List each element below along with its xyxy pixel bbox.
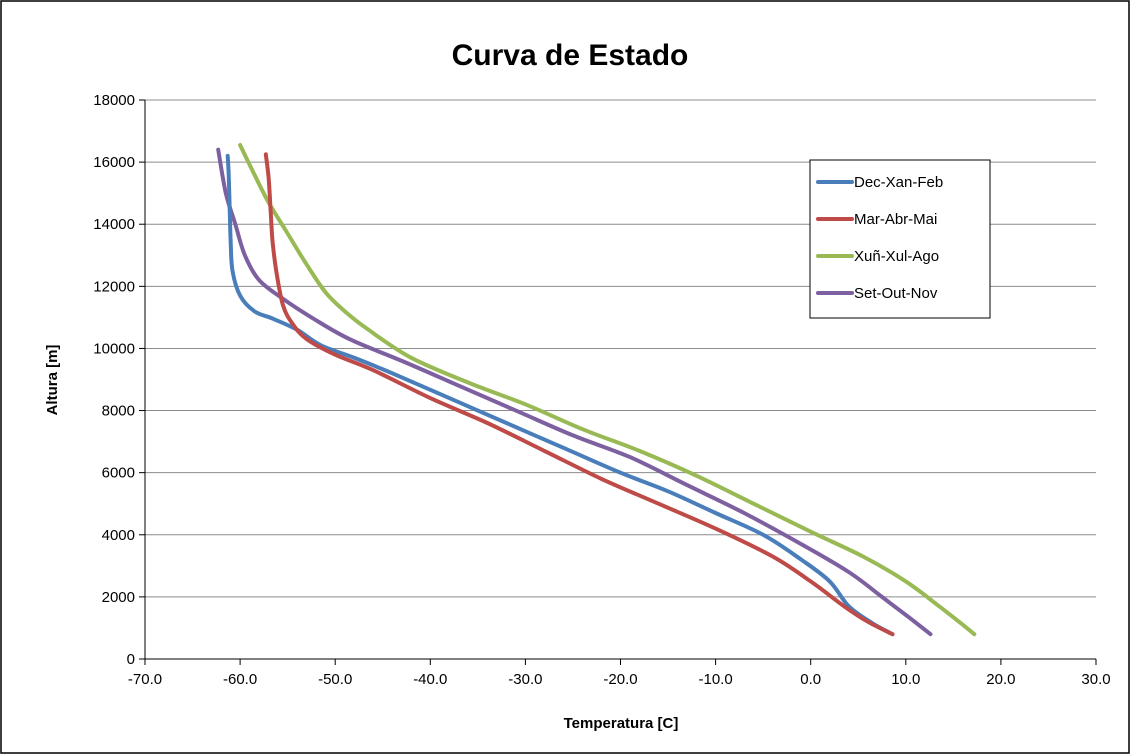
series-line-xu-xul-ago: [238, 143, 977, 637]
x-tick-label: 20.0: [986, 671, 1015, 688]
series-line-mar-abr-mai: [263, 152, 895, 637]
legend-label-set-out-nov: Set-Out-Nov: [854, 285, 938, 302]
series-line-set-out-nov: [216, 147, 933, 637]
x-tick-label: -60.0: [223, 671, 257, 688]
y-axis-label: Altura [m]: [44, 345, 61, 416]
x-tick-label: 0.0: [800, 671, 821, 688]
x-tick-label: -40.0: [413, 671, 447, 688]
x-tick-label: 10.0: [891, 671, 920, 688]
gridlines: [145, 99, 1096, 598]
x-tick-label: -20.0: [603, 671, 637, 688]
y-tick-label: 2000: [102, 589, 135, 606]
series-line-dec-xan-feb: [225, 153, 895, 637]
legend-label-xu-xul-ago: Xuñ-Xul-Ago: [854, 248, 939, 265]
legend-label-mar-abr-mai: Mar-Abr-Mai: [854, 211, 937, 228]
y-tick-label: 8000: [102, 403, 135, 420]
y-tick-label: 10000: [93, 340, 135, 357]
axes: 0 2000 4000 6000 8000 10000 12000 14000 16000 180…: [93, 92, 1110, 688]
series-lines: [216, 143, 977, 637]
y-tick-label: 12000: [93, 278, 135, 295]
x-tick-label: -70.0: [128, 671, 162, 688]
y-tick-label: 16000: [93, 154, 135, 171]
x-tick-label: -10.0: [698, 671, 732, 688]
legend: Dec-Xan-Feb Mar-Abr-Mai Xuñ-Xul-Ago Set-Out…: [809, 159, 991, 319]
y-tick-label: 4000: [102, 527, 135, 544]
y-tick-label: 0: [127, 651, 135, 668]
legend-label-dec-xan-feb: Dec-Xan-Feb: [854, 174, 943, 191]
x-tick-label: -30.0: [508, 671, 542, 688]
x-axis-label: Temperatura [C]: [564, 715, 679, 732]
chart-title: Curva de Estado: [452, 39, 689, 72]
x-tick-label: -50.0: [318, 671, 352, 688]
y-tick-label: 14000: [93, 216, 135, 233]
y-tick-label: 18000: [93, 92, 135, 109]
x-tick-label: 30.0: [1081, 671, 1110, 688]
y-tick-label: 6000: [102, 465, 135, 482]
